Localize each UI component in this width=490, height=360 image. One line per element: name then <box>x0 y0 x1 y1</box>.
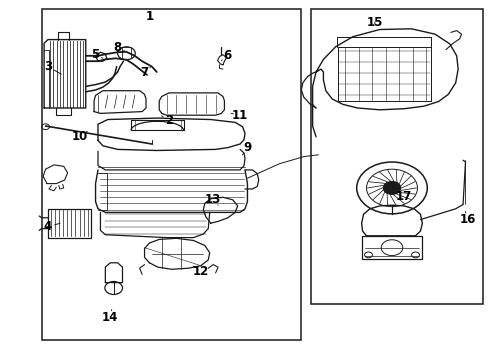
Text: 7: 7 <box>141 66 148 78</box>
Text: 17: 17 <box>396 190 413 203</box>
Text: 11: 11 <box>232 109 248 122</box>
Text: 15: 15 <box>367 16 383 29</box>
Text: 14: 14 <box>102 311 119 324</box>
Circle shape <box>383 181 401 194</box>
Text: 2: 2 <box>165 114 173 127</box>
Text: 8: 8 <box>114 41 122 54</box>
Text: 1: 1 <box>146 10 153 23</box>
Text: 3: 3 <box>44 60 52 73</box>
Text: 12: 12 <box>193 265 209 278</box>
Text: 13: 13 <box>205 193 221 206</box>
Text: 9: 9 <box>244 141 251 154</box>
Text: 4: 4 <box>44 220 52 233</box>
Text: 5: 5 <box>92 48 99 60</box>
Bar <box>311 9 483 304</box>
Text: 10: 10 <box>72 130 88 143</box>
Text: 16: 16 <box>460 213 476 226</box>
Bar <box>42 9 301 340</box>
Text: 6: 6 <box>224 49 232 62</box>
